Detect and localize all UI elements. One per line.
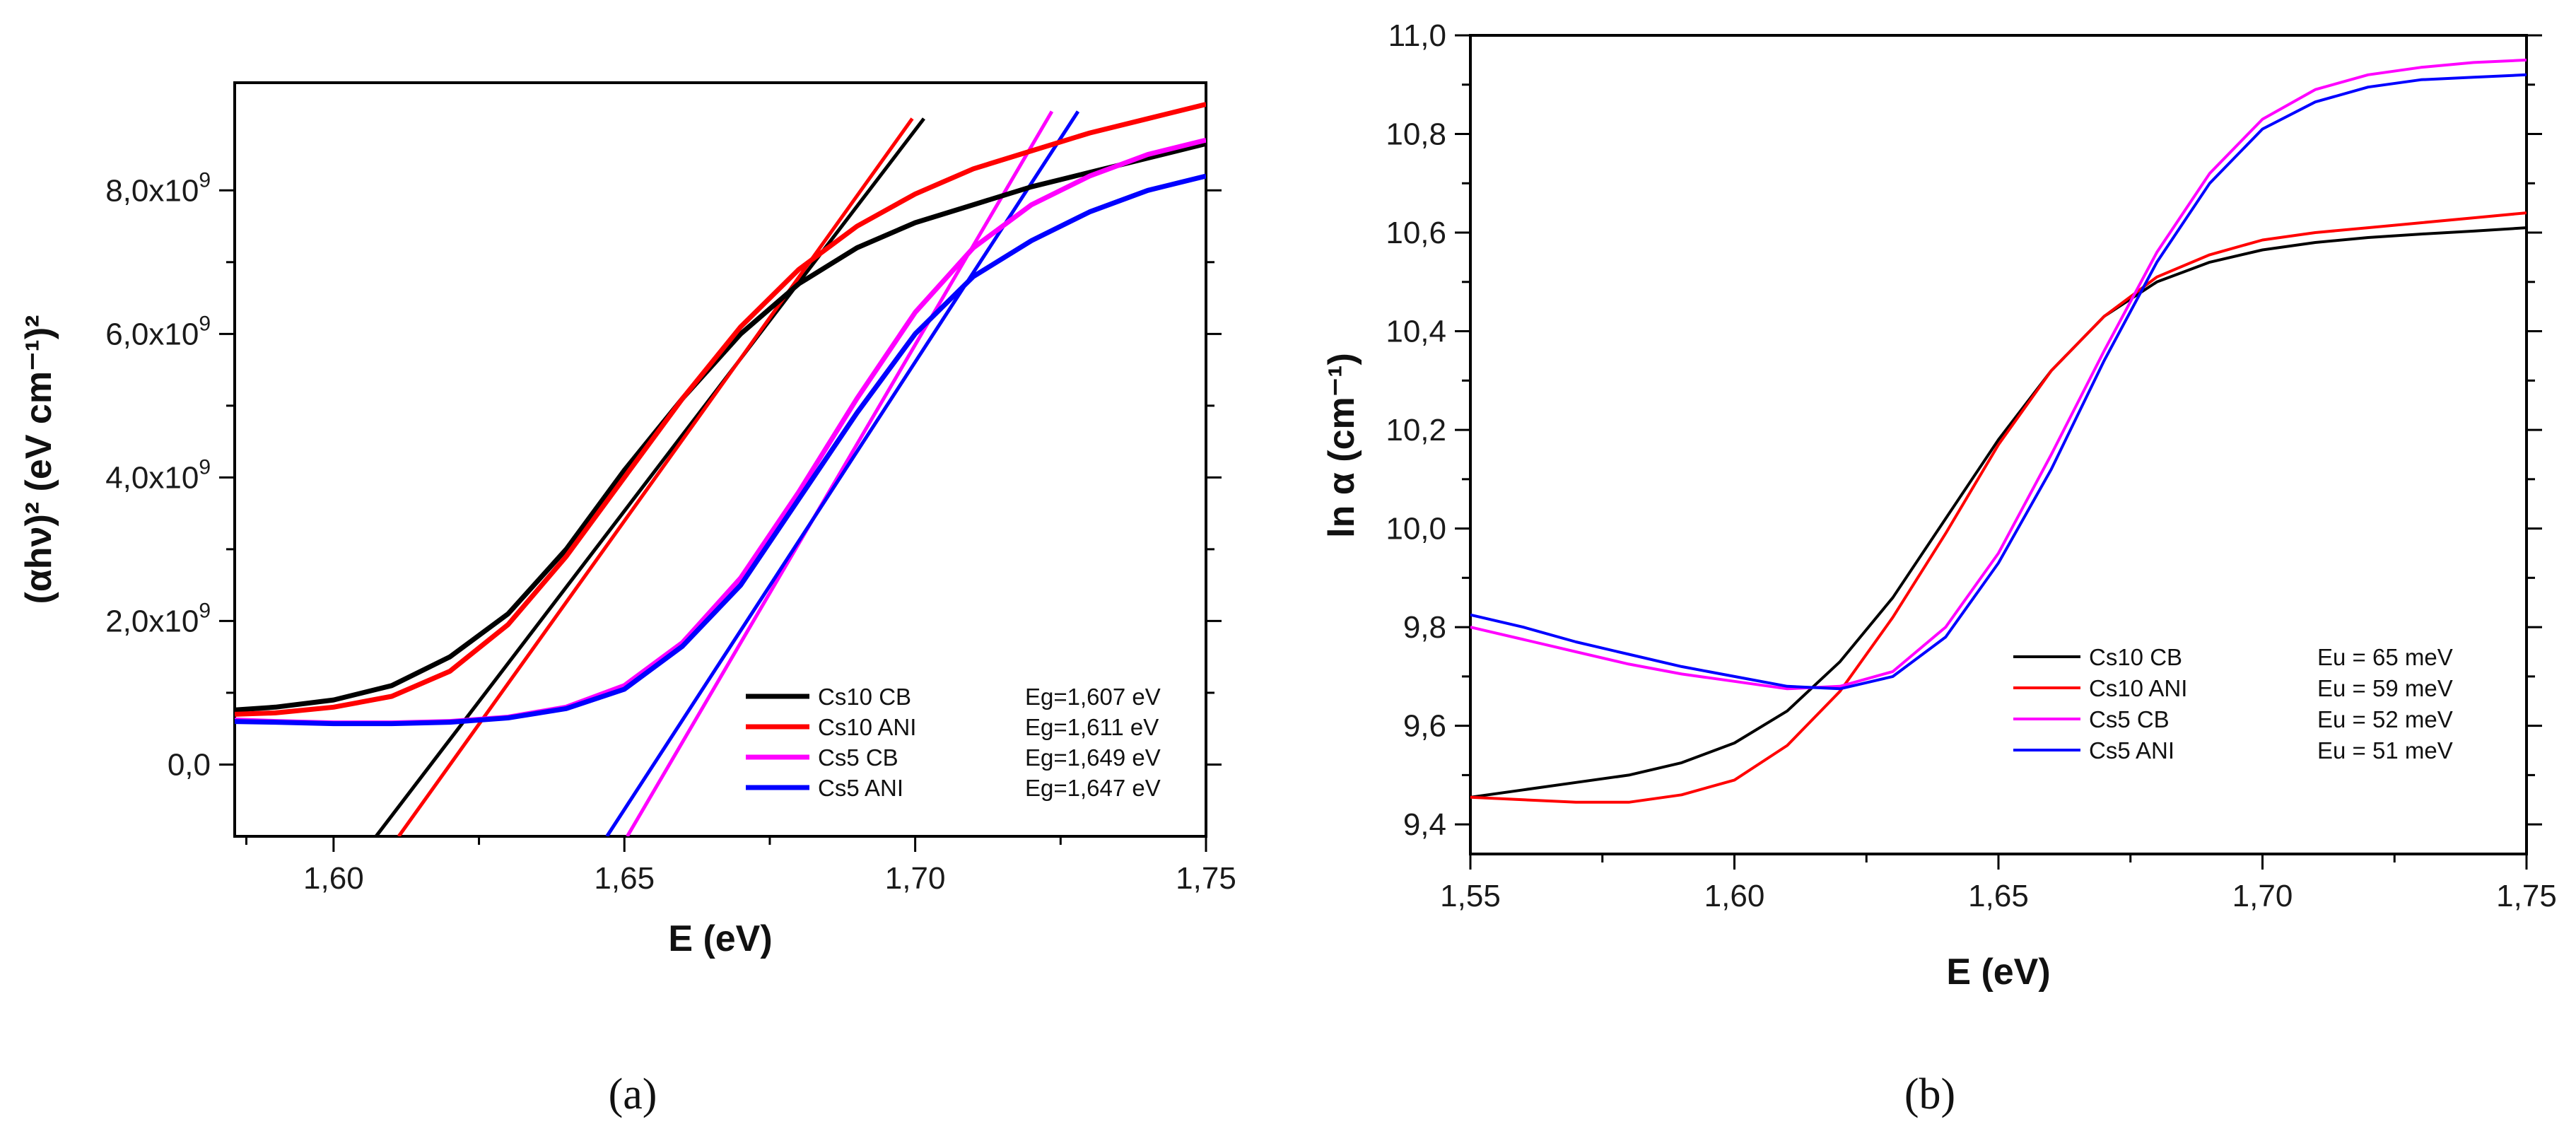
- chart-b-ytick-label: 10,0: [1386, 512, 1446, 546]
- caption-b: (b): [1904, 1070, 1955, 1118]
- chart-a-legend-label: Cs10 CB: [818, 684, 911, 710]
- chart-b-legend-label: Cs5 ANI: [2089, 737, 2174, 764]
- chart-a-ytick-exponent: 9: [199, 312, 211, 335]
- chart-a-ytick-label: 2,0x109: [105, 599, 211, 638]
- chart-b-legend-note: Eu = 65 meV: [2317, 644, 2453, 670]
- chart-a-ytick-mantissa: 2,0x10: [105, 604, 199, 638]
- chart-b-ytick-label: 10,8: [1386, 117, 1446, 152]
- chart-b-xtick-label: 1,65: [1968, 879, 2029, 913]
- chart-b-ytick-label: 10,2: [1386, 413, 1446, 447]
- chart-a-legend-label: Cs10 ANI: [818, 714, 916, 740]
- chart-b-ytick-label: 9,8: [1403, 610, 1446, 645]
- chart-b-xtick-label: 1,70: [2232, 879, 2293, 913]
- chart-a-legend-note: Eg=1,611 eV: [1025, 714, 1159, 740]
- chart-a-ytick-label: 0,0: [168, 747, 211, 782]
- chart-a-ytick-exponent: 9: [199, 455, 211, 479]
- chart-a-xtick-label: 1,60: [303, 861, 364, 896]
- chart-a-ytick-mantissa: 6,0x10: [105, 317, 199, 351]
- chart-b-series-cs5-ani: [1470, 73, 2527, 691]
- chart-a-ytick-label: 6,0x109: [105, 312, 211, 351]
- chart-b-series-cs10-ani: [1470, 211, 2527, 804]
- chart-b-legend-label: Cs5 CB: [2089, 706, 2170, 732]
- chart-b-ytick-label: 10,4: [1386, 315, 1446, 349]
- chart-a-series-cs5-ani: [235, 173, 1206, 727]
- chart-a-ytick-mantissa: 8,0x10: [105, 173, 199, 208]
- chart-a-ytick-exponent: 9: [199, 599, 211, 622]
- chart-b-series-cs5-cb: [1470, 58, 2527, 691]
- chart-b-legend-note: Eu = 52 meV: [2317, 706, 2453, 732]
- chart-a-legend-note: Eg=1,607 eV: [1025, 684, 1161, 710]
- chart-a: 1,60 1,65 1,70 1,75 0,02,0x1094,0x1096,0x10…: [18, 81, 1236, 1118]
- chart-a-ytick-label: 4,0x109: [105, 455, 211, 495]
- chart-a-ytick-label: 8,0x109: [105, 168, 211, 208]
- chart-a-ytick-mantissa: 4,0x10: [105, 460, 199, 495]
- chart-b-ytick-label: 9,4: [1403, 807, 1446, 842]
- chart-a-series-cs10-ani: [235, 102, 1206, 717]
- chart-b-legend-note: Eu = 51 meV: [2317, 737, 2453, 764]
- chart-a-legend-note: Eg=1,647 eV: [1025, 775, 1161, 801]
- chart-b-xtick-label: 1,60: [1704, 879, 1765, 913]
- chart-a-ytick-exponent: 9: [199, 168, 211, 192]
- chart-a-xtick-label: 1,70: [885, 861, 946, 896]
- chart-a-fit-cs5-cb: [626, 110, 1054, 836]
- chart-a-fit-cs5-ani: [605, 110, 1080, 836]
- caption-a: (a): [609, 1070, 657, 1118]
- chart-b: 1,55 1,60 1,65 1,70 1,75 9,4 9,6 9,8 10,0 10,2 10…: [1321, 18, 2557, 1118]
- chart-b-xlabel: E (eV): [1946, 952, 2050, 993]
- chart-b-xtick-label: 1,75: [2496, 879, 2557, 913]
- chart-a-xlabel: E (eV): [668, 918, 772, 959]
- chart-b-ytick-label: 11,0: [1388, 18, 1446, 53]
- chart-b-series-cs10-cb: [1470, 226, 2527, 799]
- chart-a-legend-note: Eg=1,649 eV: [1025, 744, 1161, 771]
- chart-a-legend-label: Cs5 ANI: [818, 775, 903, 801]
- chart-a-ylabel: (αhν)² (eV cm⁻¹)²: [18, 315, 59, 604]
- chart-b-xtick-label: 1,55: [1440, 879, 1501, 913]
- chart-a-xtick-label: 1,75: [1176, 861, 1236, 896]
- chart-b-ytick-label: 10,6: [1386, 216, 1446, 250]
- chart-b-ylabel: ln α (cm⁻¹): [1321, 353, 1362, 538]
- chart-b-legend-label: Cs10 ANI: [2089, 675, 2187, 701]
- chart-a-xtick-label: 1,65: [594, 861, 655, 896]
- chart-a-fit-cs10-cb: [374, 117, 925, 836]
- chart-a-ytick-mantissa: 0,0: [168, 747, 211, 782]
- chart-b-legend-label: Cs10 CB: [2089, 644, 2182, 670]
- chart-b-legend-note: Eu = 59 meV: [2317, 675, 2453, 701]
- chart-a-frame: [233, 81, 1207, 838]
- chart-b-ytick-label: 9,6: [1403, 709, 1446, 744]
- chart-a-legend-label: Cs5 CB: [818, 744, 898, 771]
